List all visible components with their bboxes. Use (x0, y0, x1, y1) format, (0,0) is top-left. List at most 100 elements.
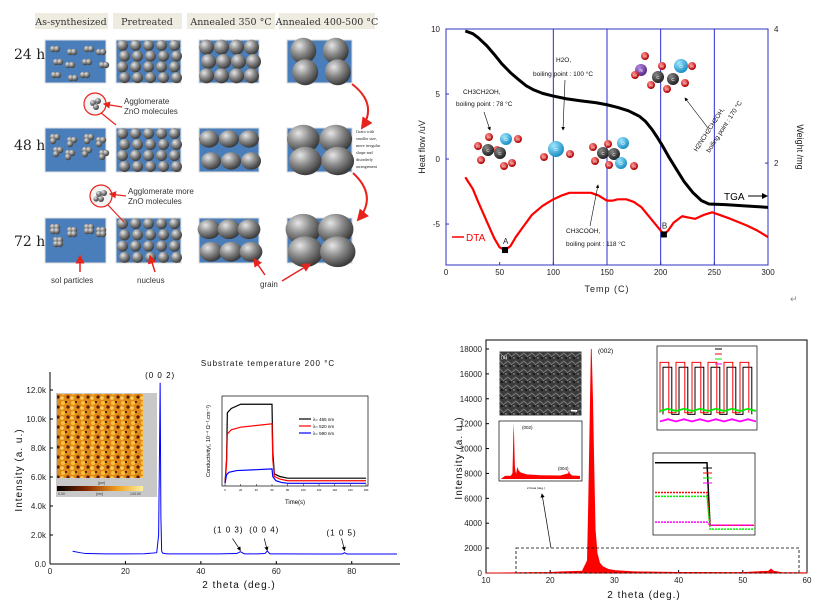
peak-label: (0 0 2) (145, 371, 175, 380)
inset-series (655, 462, 754, 530)
particle (64, 153, 72, 161)
grain (156, 39, 167, 51)
grain (117, 150, 128, 161)
inset-series: 0 20 40 60 80 100 120 140 160 180 (224, 403, 369, 492)
y-tick-label: 4000 (464, 519, 482, 528)
grain (143, 150, 154, 161)
grain (143, 39, 154, 51)
x-tick-label: 250 (708, 268, 722, 277)
grain (322, 37, 349, 64)
grain (286, 124, 320, 154)
atom-C (597, 147, 609, 159)
axis-ticks: 0 50 100 150 200 250 300 -5 0 5 10 2 4 (431, 25, 779, 277)
y-tick-label: -5 (433, 220, 441, 229)
grain (292, 59, 319, 86)
grain (132, 161, 143, 172)
particle (87, 45, 95, 53)
atom-label: O (621, 141, 625, 146)
x-tick-label: 40 (196, 567, 205, 576)
x-tick-label: 60 (803, 576, 812, 585)
column-header: Annealed 400-500 °C (275, 17, 379, 28)
grain (171, 161, 182, 172)
atom-label: O (504, 137, 508, 142)
annotation-arrow (589, 184, 600, 227)
callout-text: ZnO molecules (128, 197, 182, 206)
row-label: 24 h (14, 47, 45, 63)
particle (68, 61, 76, 69)
grain (145, 161, 156, 172)
x-tick-label: 100 (547, 268, 561, 277)
grain (199, 241, 223, 262)
particle (56, 146, 64, 154)
arrow-icon (281, 263, 312, 282)
series-group (72, 382, 397, 555)
y2-axis-label: Weight /mg (795, 124, 805, 169)
inset-frame (498, 420, 583, 482)
grain (158, 229, 169, 241)
grain (117, 39, 128, 51)
atom-label: C (612, 152, 616, 157)
atom-label: H (632, 164, 635, 169)
particle (87, 133, 95, 141)
atom-label: H (591, 145, 594, 150)
particle (53, 227, 61, 235)
grain (132, 139, 143, 150)
y-tick-label: 2.0k (31, 531, 47, 540)
row-label: 72 h (14, 234, 45, 250)
grain (117, 240, 128, 252)
inset-x-label: Time(s) (285, 500, 305, 506)
grain (132, 229, 143, 241)
atom-H (681, 79, 689, 87)
particle (85, 58, 93, 66)
curved-arrow-icon (352, 172, 370, 222)
grain (169, 128, 180, 139)
y-axis-label: Heat flow /uV (417, 120, 427, 174)
particle (95, 140, 103, 148)
particle (99, 48, 107, 56)
series-line-dta (464, 176, 769, 252)
atom-H (604, 140, 612, 148)
inset-x-tick-label: 120 (317, 488, 322, 492)
particle (54, 71, 62, 79)
callout-2: Agglomerate more ZnO molecules (89, 184, 194, 223)
grain (145, 50, 156, 62)
grain (143, 128, 154, 139)
xrd-chart-right: 10 20 30 40 50 60 0 2000 4000 6000 8000 10000 12000 1… (454, 339, 812, 601)
grain (199, 39, 214, 55)
peak-arrow (232, 538, 241, 551)
particle (66, 140, 74, 148)
particle (81, 150, 89, 158)
particle (87, 227, 95, 235)
inset-peak-label: (004) (558, 466, 569, 471)
atom-H (688, 62, 696, 70)
y-tick-label: 0 (436, 155, 441, 164)
point-markers: AB (502, 221, 667, 254)
row-label: 48 h (14, 138, 45, 154)
grain (158, 72, 169, 84)
y-tick-label: 12.0k (26, 386, 47, 395)
series-line-tga (464, 29, 769, 209)
grain (145, 72, 156, 84)
label-nucleus: nucleus (137, 276, 165, 285)
zoom-arrow (540, 493, 552, 549)
annotation-arrow (483, 111, 491, 131)
y-tick-label: 6000 (464, 494, 482, 503)
column-header: As-synthesized (34, 17, 107, 28)
cycle-inset (656, 345, 758, 431)
grain (214, 68, 229, 84)
callout-pointer (107, 204, 125, 223)
peak-label: (002) (598, 348, 613, 355)
x-tick-label: 50 (738, 576, 747, 585)
particle (102, 149, 110, 157)
inset-legend: λ= 465 nm λ= 520 nm λ= 590 nm (299, 417, 334, 436)
inset-series-line (224, 403, 366, 484)
series-line (72, 382, 397, 555)
particle (56, 240, 64, 248)
grain (169, 240, 180, 252)
annotation-formula: CH3CH2OH, (463, 89, 501, 96)
afm-axis-unit: [µm] (98, 481, 105, 485)
grain (244, 68, 259, 84)
atom-C (608, 148, 620, 160)
callout-text: Agglomerate more (128, 187, 194, 196)
